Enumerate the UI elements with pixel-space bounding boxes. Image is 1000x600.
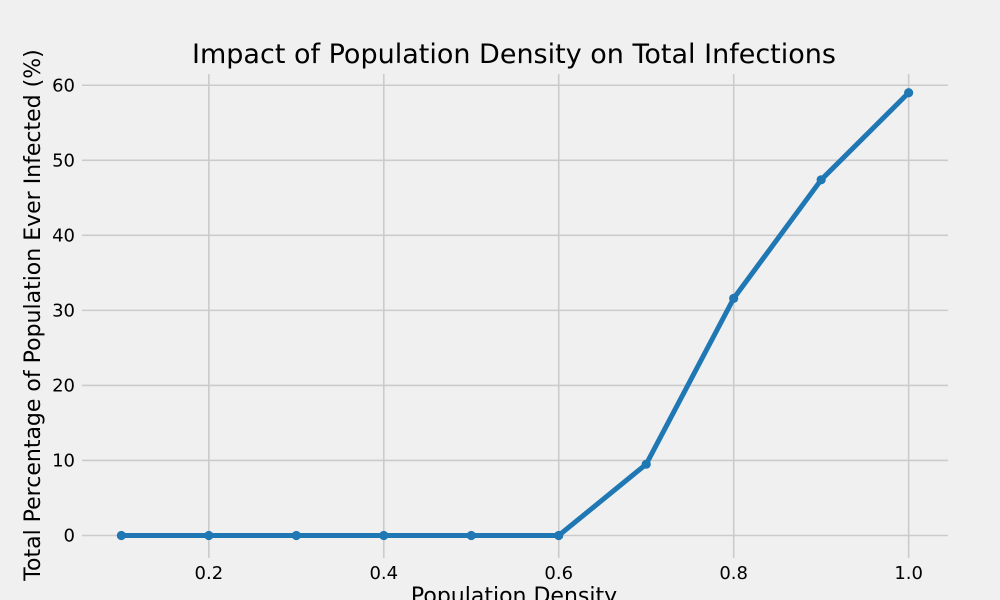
series-line bbox=[118, 90, 912, 538]
data-point bbox=[816, 175, 826, 185]
y-tick-label: 60 bbox=[52, 75, 75, 96]
x-tick-label: 1.0 bbox=[894, 563, 923, 584]
x-axis-ticks: 0.2 0.4 0.6 0.8 1.0 bbox=[195, 563, 923, 584]
y-tick-label: 20 bbox=[52, 375, 75, 396]
series-layer bbox=[116, 88, 914, 541]
y-tick-label: 0 bbox=[64, 525, 75, 546]
x-tick-label: 0.2 bbox=[195, 563, 224, 584]
data-point bbox=[466, 530, 476, 541]
y-tick-label: 10 bbox=[52, 450, 75, 471]
data-point bbox=[379, 530, 389, 541]
y-tick-label: 40 bbox=[52, 225, 75, 246]
data-point bbox=[904, 88, 914, 98]
x-tick-label: 0.8 bbox=[719, 563, 748, 584]
data-point bbox=[116, 530, 126, 541]
data-point bbox=[641, 459, 651, 469]
y-tick-label: 50 bbox=[52, 150, 75, 171]
x-tick-label: 0.6 bbox=[544, 563, 573, 584]
y-axis-label: Total Percentage of Population Ever Infe… bbox=[21, 49, 46, 581]
data-point bbox=[204, 530, 214, 541]
grid-lines bbox=[82, 74, 948, 558]
y-axis-ticks: 0 10 20 30 40 50 60 bbox=[52, 75, 75, 546]
y-tick-label: 30 bbox=[52, 300, 75, 321]
chart-title: Impact of Population Density on Total In… bbox=[192, 39, 836, 70]
data-point bbox=[554, 530, 564, 541]
data-point bbox=[291, 530, 301, 541]
data-point bbox=[729, 293, 739, 303]
x-tick-label: 0.4 bbox=[369, 563, 398, 584]
x-axis-label: Population Density bbox=[411, 584, 617, 600]
